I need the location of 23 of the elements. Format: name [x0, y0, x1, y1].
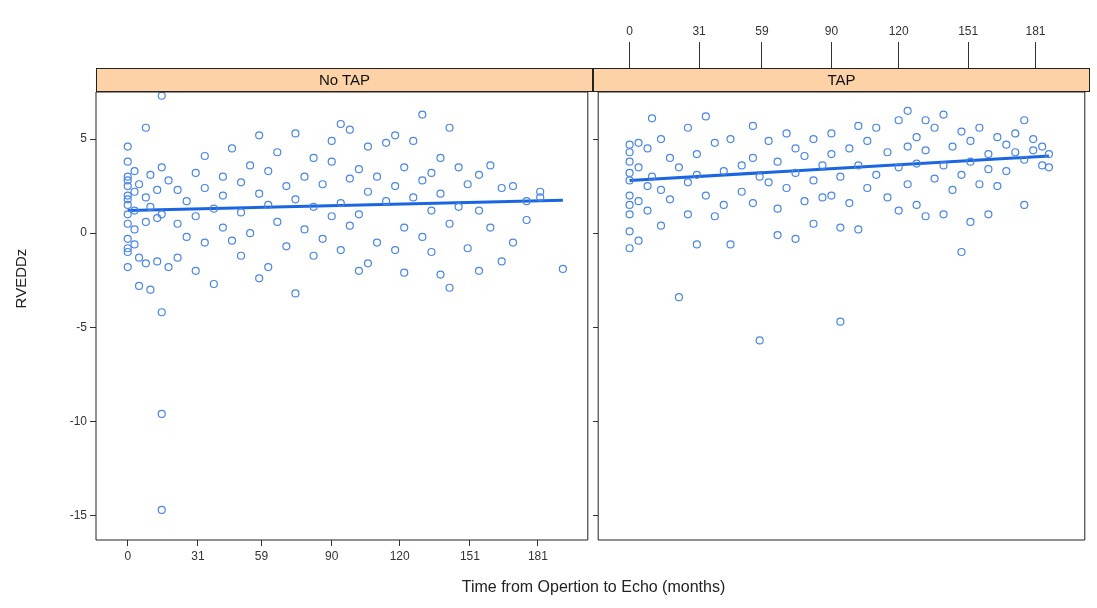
x-tick-label: 181 — [1025, 24, 1046, 39]
x-tick-label: 0 — [626, 24, 634, 39]
x-tick-label: 151 — [958, 24, 979, 39]
x-tick-label: 120 — [389, 548, 411, 563]
y-tick-label: 0 — [80, 225, 88, 240]
x-tick-label: 59 — [755, 24, 769, 39]
x-tick-label: 151 — [459, 548, 481, 563]
x-tick-label: 181 — [527, 548, 549, 563]
x-tick-label: 90 — [325, 548, 339, 563]
y-tick-label: -15 — [69, 507, 88, 522]
y-tick-label: -10 — [69, 413, 88, 428]
y-tick-label: -5 — [76, 319, 88, 334]
x-tick-label: 59 — [254, 548, 269, 563]
y-axis-title: RVEDDz — [11, 247, 29, 311]
chart-title: TAP — [593, 68, 1090, 92]
x-axis-title: Time from Opertion to Echo (months) — [460, 578, 727, 596]
x-tick-label: 0 — [124, 548, 132, 563]
x-tick-label: 90 — [824, 24, 839, 39]
y-tick-label: 5 — [80, 131, 88, 146]
chart-title: No TAP — [96, 68, 593, 92]
x-tick-label: 31 — [692, 24, 707, 39]
x-tick-label: 120 — [888, 24, 910, 39]
x-tick-label: 31 — [191, 548, 205, 563]
